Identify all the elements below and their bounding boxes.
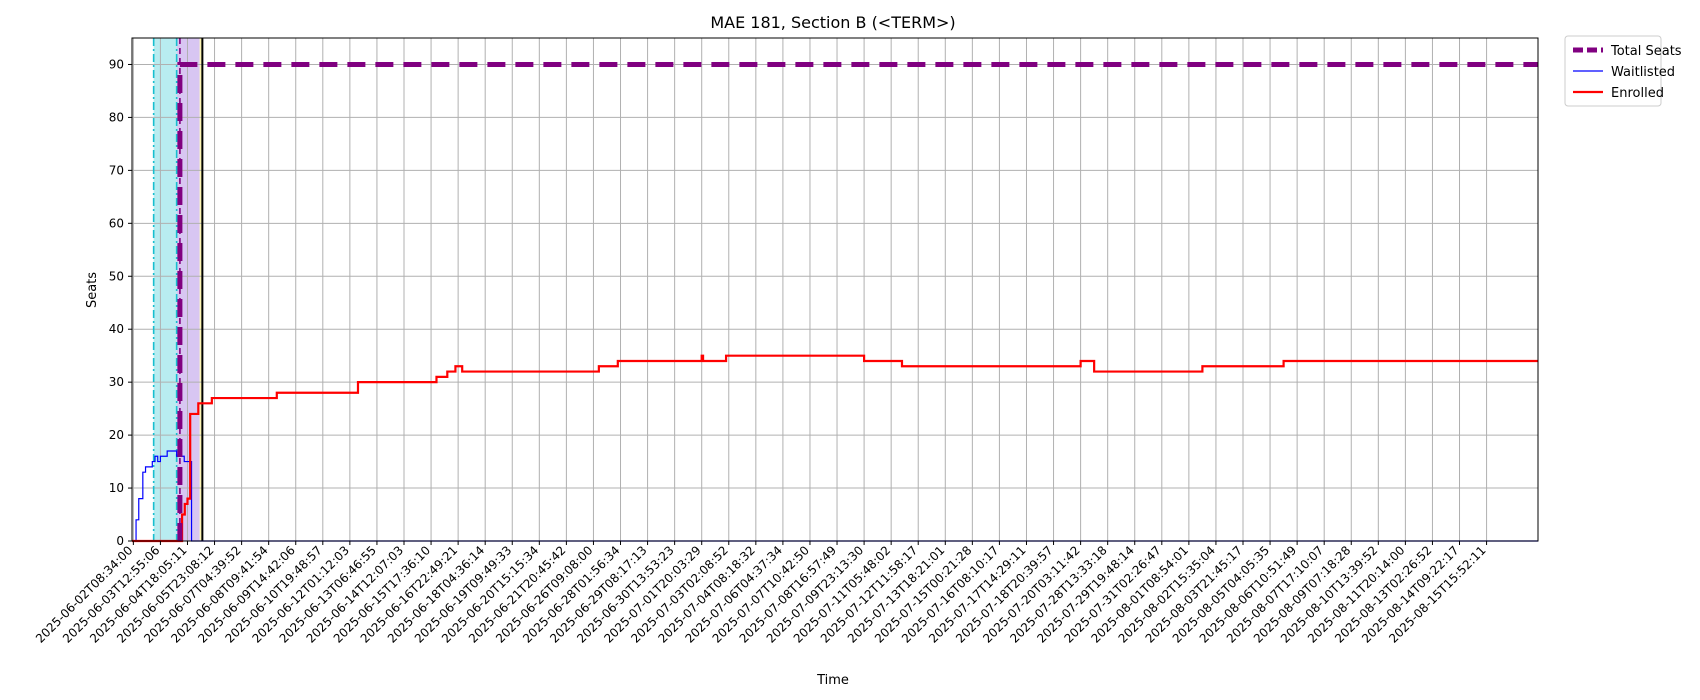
y-tick-label: 10 <box>109 481 124 495</box>
y-axis-label: Seats <box>85 272 100 308</box>
y-tick-label: 20 <box>109 428 124 442</box>
y-tick-label: 0 <box>116 534 124 548</box>
shaded-region-1 <box>176 38 200 541</box>
legend-label-enrolled: Enrolled <box>1611 86 1664 101</box>
y-tick-label: 70 <box>109 163 124 177</box>
x-axis-label: Time <box>816 673 849 688</box>
chart-legend: Total Seats Waitlisted Enrolled <box>1564 35 1682 107</box>
chart-title: MAE 181, Section B (<TERM>) <box>710 13 955 32</box>
series-line-total-seats <box>177 61 1538 541</box>
legend-label-waitlisted: Waitlisted <box>1611 65 1675 80</box>
y-tick-label: 40 <box>109 322 124 336</box>
y-tick-label: 80 <box>109 110 124 124</box>
series-lines <box>132 61 1538 543</box>
legend-label-total-seats: Total Seats <box>1610 44 1682 59</box>
series-line-enrolled <box>132 354 1538 543</box>
y-tick-label: 90 <box>109 57 124 71</box>
series-line-waitlisted <box>132 445 1538 542</box>
y-axis-ticks: 0 10 20 30 40 50 60 70 80 90 <box>109 57 132 548</box>
vertical-markers <box>152 38 204 541</box>
y-tick-label: 50 <box>109 269 124 283</box>
x-axis-ticks: 2025-06-02T08:34:002025-06-03T12:55:0620… <box>33 541 1489 646</box>
shaded-region-0 <box>153 38 177 541</box>
y-tick-label: 60 <box>109 216 124 230</box>
plot-frame <box>131 37 1539 542</box>
y-tick-label: 30 <box>109 375 124 389</box>
shaded-regions <box>153 38 203 541</box>
shaded-region-2 <box>199 38 203 541</box>
legend-box <box>1564 35 1662 107</box>
gridlines <box>132 38 1538 542</box>
